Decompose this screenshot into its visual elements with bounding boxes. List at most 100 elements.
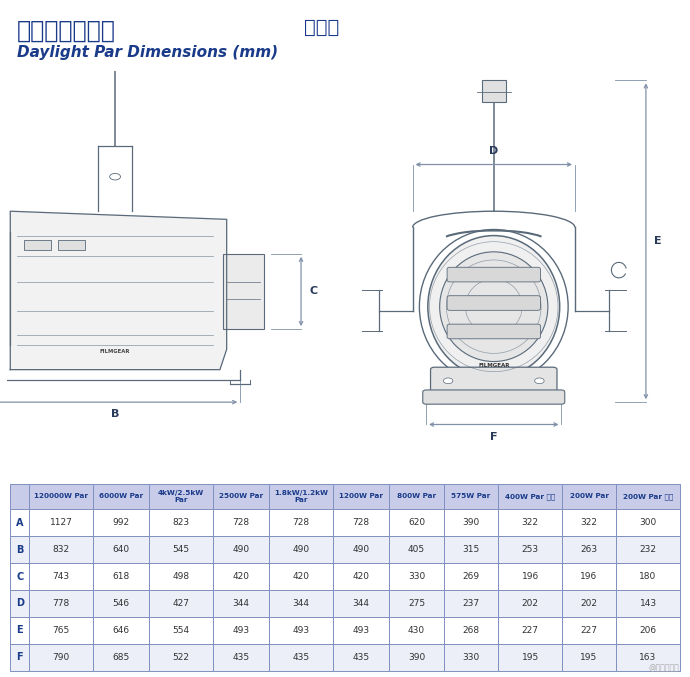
Bar bbox=[616, 509, 680, 536]
Bar bbox=[444, 509, 498, 536]
Text: 685: 685 bbox=[112, 653, 130, 661]
Bar bbox=[562, 617, 616, 644]
Bar bbox=[616, 590, 680, 617]
FancyBboxPatch shape bbox=[447, 267, 540, 282]
Ellipse shape bbox=[440, 252, 548, 362]
Bar bbox=[482, 81, 506, 102]
Text: 823: 823 bbox=[172, 518, 190, 527]
Bar bbox=[616, 536, 680, 563]
Text: 202: 202 bbox=[522, 599, 539, 608]
Text: 390: 390 bbox=[462, 518, 480, 527]
Text: 498: 498 bbox=[172, 572, 190, 581]
Text: 300: 300 bbox=[640, 518, 657, 527]
Bar bbox=[30, 590, 92, 617]
Text: 4kW/2.5kW
Par: 4kW/2.5kW Par bbox=[158, 490, 204, 503]
Text: 269: 269 bbox=[462, 572, 480, 581]
FancyBboxPatch shape bbox=[423, 390, 564, 404]
Text: 430: 430 bbox=[408, 626, 425, 635]
Text: 195: 195 bbox=[580, 653, 598, 661]
Bar bbox=[224, 254, 264, 329]
Bar bbox=[213, 563, 269, 590]
Circle shape bbox=[110, 173, 121, 180]
Bar bbox=[10, 563, 30, 590]
Bar bbox=[389, 509, 444, 536]
Text: 728: 728 bbox=[353, 518, 370, 527]
Bar bbox=[10, 509, 30, 536]
Bar bbox=[444, 644, 498, 671]
Bar bbox=[498, 563, 562, 590]
Text: 263: 263 bbox=[580, 545, 598, 554]
Bar bbox=[269, 536, 333, 563]
Bar bbox=[92, 644, 149, 671]
Text: E: E bbox=[654, 236, 662, 246]
FancyBboxPatch shape bbox=[431, 367, 557, 395]
Bar bbox=[333, 644, 389, 671]
Bar bbox=[389, 483, 444, 509]
Bar bbox=[333, 509, 389, 536]
Bar bbox=[444, 590, 498, 617]
Bar bbox=[444, 536, 498, 563]
Bar bbox=[269, 483, 333, 509]
Bar bbox=[149, 483, 213, 509]
Text: C: C bbox=[16, 571, 23, 582]
Text: 620: 620 bbox=[408, 518, 425, 527]
Bar bbox=[333, 617, 389, 644]
Bar bbox=[213, 617, 269, 644]
Bar bbox=[498, 617, 562, 644]
Text: 200W Par 小型: 200W Par 小型 bbox=[623, 493, 673, 500]
Bar bbox=[333, 483, 389, 509]
Text: 545: 545 bbox=[172, 545, 190, 554]
Text: FILMGEAR: FILMGEAR bbox=[100, 349, 130, 354]
Text: 390: 390 bbox=[408, 653, 425, 661]
Bar bbox=[92, 590, 149, 617]
Bar bbox=[333, 536, 389, 563]
Bar bbox=[213, 590, 269, 617]
Text: 493: 493 bbox=[233, 626, 250, 635]
Text: 163: 163 bbox=[640, 653, 657, 661]
Bar bbox=[213, 644, 269, 671]
FancyBboxPatch shape bbox=[447, 296, 540, 310]
Text: 200W Par: 200W Par bbox=[569, 494, 609, 500]
Bar bbox=[10, 483, 30, 509]
Text: @影视工业网: @影视工业网 bbox=[649, 663, 680, 672]
Text: 202: 202 bbox=[580, 599, 598, 608]
Bar bbox=[149, 509, 213, 536]
Text: 490: 490 bbox=[233, 545, 250, 554]
Text: 1127: 1127 bbox=[50, 518, 72, 527]
Bar bbox=[30, 509, 92, 536]
Text: F: F bbox=[17, 652, 23, 662]
Text: 554: 554 bbox=[172, 626, 190, 635]
Text: 195: 195 bbox=[522, 653, 539, 661]
Bar bbox=[498, 590, 562, 617]
Bar bbox=[333, 590, 389, 617]
Text: 315: 315 bbox=[462, 545, 480, 554]
Text: 322: 322 bbox=[580, 518, 598, 527]
Text: 2500W Par: 2500W Par bbox=[219, 494, 263, 500]
Text: 493: 493 bbox=[293, 626, 310, 635]
Bar bbox=[389, 590, 444, 617]
Bar bbox=[92, 483, 149, 509]
Bar bbox=[562, 590, 616, 617]
Text: 490: 490 bbox=[353, 545, 370, 554]
Text: 420: 420 bbox=[233, 572, 250, 581]
Text: 400W Par 小型: 400W Par 小型 bbox=[505, 493, 555, 500]
Bar bbox=[92, 536, 149, 563]
Text: E: E bbox=[17, 626, 23, 635]
Bar bbox=[498, 483, 562, 509]
Text: 6000W Par: 6000W Par bbox=[99, 494, 143, 500]
Bar bbox=[30, 483, 92, 509]
Text: 778: 778 bbox=[52, 599, 70, 608]
Bar bbox=[149, 590, 213, 617]
Text: 275: 275 bbox=[408, 599, 425, 608]
Text: 253: 253 bbox=[522, 545, 539, 554]
Text: 522: 522 bbox=[172, 653, 190, 661]
Text: 196: 196 bbox=[580, 572, 598, 581]
Bar bbox=[616, 483, 680, 509]
Text: 420: 420 bbox=[293, 572, 310, 581]
Text: 618: 618 bbox=[112, 572, 130, 581]
Text: 490: 490 bbox=[293, 545, 310, 554]
Bar bbox=[498, 644, 562, 671]
Bar bbox=[30, 644, 92, 671]
Bar bbox=[213, 483, 269, 509]
Bar bbox=[149, 563, 213, 590]
